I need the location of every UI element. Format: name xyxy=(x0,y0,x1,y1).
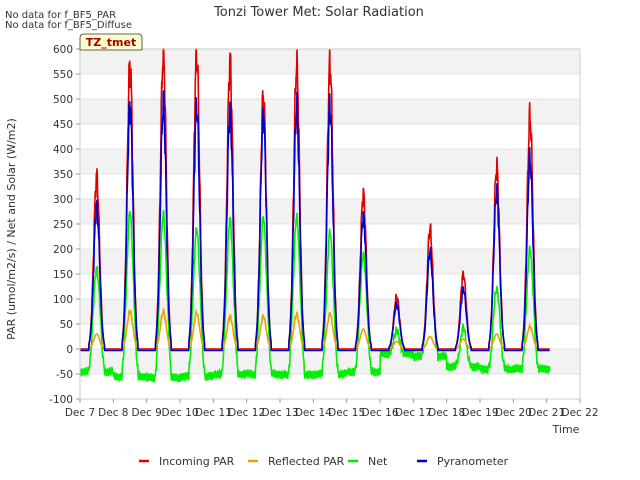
x-tick-label: Dec 7 xyxy=(65,407,95,419)
y-tick-label: 100 xyxy=(53,294,73,306)
series-lines xyxy=(79,48,551,383)
x-tick-label: Dec 14 xyxy=(295,407,332,419)
y-tick-label: 50 xyxy=(60,319,73,331)
x-tick-label: Dec 22 xyxy=(561,407,598,419)
legend-label: Reflected PAR xyxy=(268,455,345,468)
y-axis-ticks: -100 -50 0 50 100 150 200 250 300 350 400 450 500 550… xyxy=(49,44,80,406)
site-label-box: TZ_tmet xyxy=(79,33,143,51)
x-tick-label: Dec 11 xyxy=(195,407,232,419)
band xyxy=(80,349,580,374)
x-tick-label: Dec 9 xyxy=(131,407,161,419)
y-tick-label: 350 xyxy=(53,169,73,181)
net-line xyxy=(79,210,551,383)
band xyxy=(80,249,580,274)
y-tick-label: 300 xyxy=(53,194,73,206)
band xyxy=(80,199,580,224)
legend-label: Net xyxy=(368,455,388,468)
x-axis-label: Time xyxy=(552,423,580,436)
x-tick-label: Dec 8 xyxy=(98,407,128,419)
pyranometer-line xyxy=(80,89,550,352)
site-label: TZ_tmet xyxy=(86,36,136,49)
band xyxy=(80,149,580,174)
y-axis-label: PAR (umol/m2/s) / Net and Solar (W/m2) xyxy=(5,118,18,340)
no-data-note-diffuse: No data for f_BF5_Diffuse xyxy=(5,20,132,31)
legend-label: Incoming PAR xyxy=(159,455,235,468)
x-tick-label: Dec 19 xyxy=(461,407,498,419)
y-tick-label: 550 xyxy=(53,69,73,81)
y-tick-label: -100 xyxy=(49,394,73,406)
x-tick-label: Dec 10 xyxy=(161,407,198,419)
x-tick-label: Dec 21 xyxy=(528,407,565,419)
y-tick-label: 200 xyxy=(53,244,73,256)
x-tick-label: Dec 18 xyxy=(428,407,465,419)
x-tick-label: Dec 16 xyxy=(361,407,398,419)
band xyxy=(80,299,580,324)
legend-label: Pyranometer xyxy=(437,455,509,468)
y-tick-label: 500 xyxy=(53,94,73,106)
chart-title: Tonzi Tower Met: Solar Radiation xyxy=(213,5,424,20)
y-tick-label: 450 xyxy=(53,119,73,131)
y-tick-label: 600 xyxy=(53,44,73,56)
no-data-note-par: No data for f_BF5_PAR xyxy=(5,10,116,21)
legend: Incoming PAR Reflected PAR Net Pyranometer xyxy=(139,455,509,468)
y-tick-label: 400 xyxy=(53,144,73,156)
x-tick-label: Dec 13 xyxy=(261,407,298,419)
x-tick-label: Dec 12 xyxy=(228,407,265,419)
y-tick-label: 150 xyxy=(53,269,73,281)
x-tick-label: Dec 20 xyxy=(495,407,532,419)
y-tick-label: 250 xyxy=(53,219,73,231)
y-tick-label: 0 xyxy=(66,344,73,356)
x-tick-label: Dec 17 xyxy=(395,407,432,419)
x-tick-label: Dec 15 xyxy=(328,407,365,419)
y-tick-label: -50 xyxy=(56,369,73,381)
